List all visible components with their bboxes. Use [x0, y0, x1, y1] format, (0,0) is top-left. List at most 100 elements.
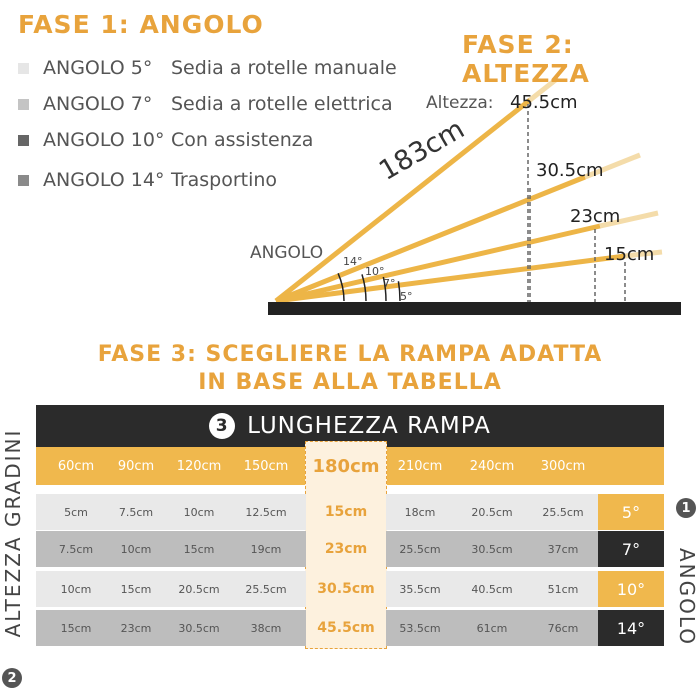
highlight-cell: 15cm [306, 494, 386, 530]
length-cell: 120cm [176, 458, 222, 474]
angle-arc-0 [337, 272, 345, 302]
table-cell: 7.5cm [58, 542, 94, 556]
length-cell: 240cm [469, 458, 515, 474]
legend-usage: Sedia a rotelle manuale [171, 57, 397, 79]
table-cell: 38cm [250, 621, 282, 635]
table-cell: 30.5cm [471, 542, 513, 556]
header-number-badge: 3 [209, 413, 236, 439]
highlight-cell: 45.5cm [306, 610, 386, 646]
angle-label-5: 5° [400, 290, 413, 303]
height-label-23: 23cm [570, 206, 621, 227]
angle-badge: 5° [598, 494, 664, 530]
table-cell: 7.5cm [118, 505, 154, 519]
legend-swatch [18, 98, 29, 110]
altezza-label: Altezza: [426, 93, 494, 113]
legend-angle: ANGOLO 14° [43, 169, 165, 191]
angle-arc-3 [397, 281, 401, 302]
angle-label-7: 7° [383, 277, 396, 290]
table-cell: 10cm [120, 542, 152, 556]
side-label-altezza: 2 ALTEZZA GRADINI [1, 422, 25, 690]
legend-item: ANGOLO 14° Trasportino [18, 168, 277, 192]
ramp-ray-1 [275, 174, 586, 304]
ramp-angle-diagram [268, 76, 681, 315]
table-cell: 35.5cm [399, 582, 441, 596]
table-cell: 18cm [404, 505, 436, 519]
height-label-15: 15cm [604, 244, 655, 265]
angle-arc-1 [361, 274, 367, 302]
ramp-ray-fade-3 [624, 249, 663, 259]
angle-badge: 7° [598, 531, 664, 567]
table-cell: 15cm [183, 542, 215, 556]
table-cell: 37cm [547, 542, 579, 556]
legend-item: ANGOLO 10° Con assistenza [18, 128, 313, 152]
legend-angle: ANGOLO 5° [43, 57, 153, 79]
length-cell: 60cm [57, 458, 95, 474]
table-row: 10cm 15cm 20.5cm 25.5cm 30.5cm 35.5cm 40.5cm 51… [36, 571, 598, 607]
legend-item: ANGOLO 7° Sedia a rotelle elettrica [18, 92, 393, 116]
table-row: 7.5cm 10cm 15cm 19cm 23cm 25.5cm 30.5cm 37cm [36, 531, 598, 567]
length-cell: 180cm [312, 455, 380, 477]
table-cell: 15cm [60, 621, 92, 635]
table-cell: 25.5cm [542, 505, 584, 519]
ramp-ray-2 [275, 223, 601, 304]
angle-arc-2 [382, 276, 387, 302]
length-cell: 150cm [243, 458, 289, 474]
table-cell: 40.5cm [471, 582, 513, 596]
ramp-ray-fade-2 [599, 210, 659, 229]
length-cell: 210cm [397, 458, 443, 474]
height-label-45: 45.5cm [510, 92, 578, 113]
legend-swatch [18, 62, 29, 74]
fase3-title-line2: IN BASE ALLA TABELLA [198, 370, 502, 395]
side-label-angolo: 1 ANGOLO [675, 498, 699, 678]
legend-swatch [18, 134, 29, 146]
height-label-30: 30.5cm [536, 160, 604, 181]
legend-angle: ANGOLO 7° [43, 93, 153, 115]
legend-usage: Sedia a rotelle elettrica [171, 93, 393, 115]
table-cell: 30.5cm [178, 621, 220, 635]
ramp-ray-fade-0 [528, 76, 560, 102]
fase3-title-line1: FASE 3: SCEGLIERE LA RAMPA ADATTA [97, 342, 603, 367]
table-row: 5cm 7.5cm 10cm 12.5cm 15cm 18cm 20.5cm 25.5cm [36, 494, 598, 530]
table-cell: 19cm [250, 542, 282, 556]
table-cell: 12.5cm [245, 505, 287, 519]
table-cell: 15cm [120, 582, 152, 596]
length-cell: 300cm [540, 458, 586, 474]
angle-label-10: 10° [365, 265, 385, 278]
legend-swatch [18, 174, 29, 186]
ramp-ray-0 [274, 98, 532, 303]
ramp-ray-fade-1 [584, 152, 641, 180]
table-cell: 25.5cm [245, 582, 287, 596]
table-cell: 51cm [547, 582, 579, 596]
table-cell: 25.5cm [399, 542, 441, 556]
table-cell: 23cm [120, 621, 152, 635]
highlight-cell: 30.5cm [306, 571, 386, 607]
length-row: 60cm 90cm 120cm 150cm 180cm 210cm 240cm 300cm [36, 447, 664, 485]
legend-usage: Con assistenza [171, 129, 314, 151]
ramp-ray-3 [275, 253, 626, 304]
angle-label-14: 14° [343, 255, 363, 268]
fase1-title: FASE 1: ANGOLO [18, 10, 264, 39]
angle-badge: 10° [598, 571, 664, 607]
legend-usage: Trasportino [171, 169, 278, 191]
legend-item: ANGOLO 5° Sedia a rotelle manuale [18, 56, 397, 80]
table-cell: 61cm [476, 621, 508, 635]
ground-bar [268, 302, 681, 315]
legend-angle: ANGOLO 10° [43, 129, 165, 151]
table-row: 15cm 23cm 30.5cm 38cm 45.5cm 53.5cm 61cm 76cm [36, 610, 598, 646]
table-cell: 20.5cm [178, 582, 220, 596]
angle-badge: 14° [598, 610, 664, 646]
side-number-2: 2 [2, 668, 22, 688]
side-text-altezza: ALTEZZA GRADINI [1, 428, 25, 638]
table-cell: 53.5cm [399, 621, 441, 635]
table-cell: 20.5cm [471, 505, 513, 519]
table-cell: 10cm [60, 582, 92, 596]
length-cell: 90cm [117, 458, 155, 474]
angolo-label: ANGOLO [250, 243, 324, 263]
side-number-1: 1 [676, 498, 696, 518]
table-cell: 10cm [183, 505, 215, 519]
table-cell: 76cm [547, 621, 579, 635]
fase2-title: FASE 2: ALTEZZA [462, 30, 590, 88]
side-text-angolo: ANGOLO [675, 547, 699, 647]
table-header-title: LUNGHEZZA RAMPA [247, 413, 491, 439]
highlight-cell: 23cm [306, 531, 386, 567]
